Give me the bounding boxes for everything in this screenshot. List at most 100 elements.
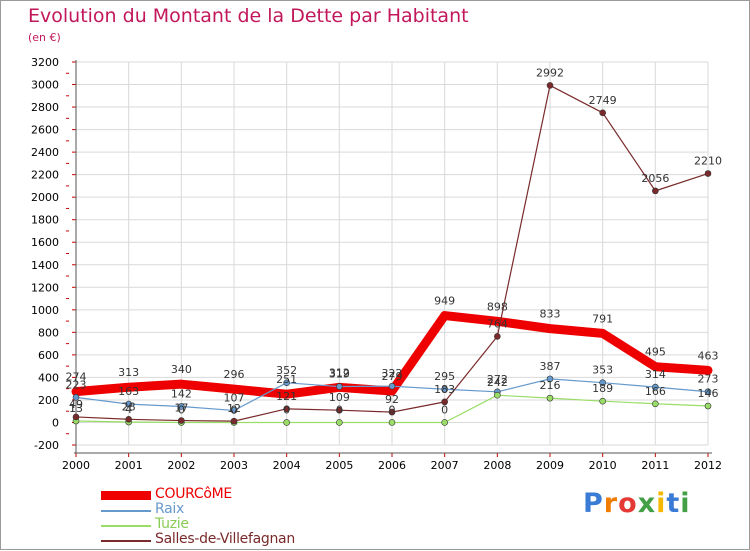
data-label-courcome: 279 [382, 370, 403, 383]
logo-letter: i [680, 488, 691, 519]
data-point-tuzie [441, 419, 448, 426]
data-label-courcome: 495 [645, 346, 666, 359]
data-label-raix: 273 [698, 373, 719, 386]
data-label-salles-de-villefagnan: 183 [434, 383, 455, 396]
y-tick-label: 2600 [31, 124, 59, 137]
x-tick-label: 2006 [378, 459, 406, 472]
data-label-courcome: 251 [276, 373, 297, 386]
y-tick-label: 1000 [31, 304, 59, 317]
data-point-salles-de-villefagnan [546, 82, 554, 89]
legend-swatch-salles-de-villefagnan [101, 540, 151, 542]
data-labels: 274 313 340 296 251 312 279 949 898 833 791 495 463 2… [66, 66, 723, 416]
data-label-salles-de-villefagnan: 92 [385, 393, 399, 406]
data-label-tuzie: 0 [389, 403, 396, 416]
data-label-raix: 107 [224, 391, 245, 404]
y-tick-label: 200 [38, 394, 59, 407]
data-label-tuzie: 13 [69, 402, 83, 415]
data-point-raix [388, 382, 396, 390]
data-point-raix [283, 379, 290, 387]
y-tick-label: 3200 [31, 56, 59, 69]
data-point-salles-de-villefagnan [336, 406, 343, 414]
data-label-raix: 142 [171, 387, 192, 400]
y-tick-label: 1200 [31, 281, 59, 294]
legend-swatch-raix [101, 510, 151, 512]
data-label-salles-de-villefagnan: 2210 [694, 155, 722, 168]
data-point-raix [546, 375, 554, 383]
x-tick-label: 2012 [694, 459, 722, 472]
logo-letter: t [666, 488, 681, 519]
axes: -200020040060080010001200140016001800200… [31, 56, 722, 472]
data-point-salles-de-villefagnan [125, 416, 132, 423]
data-label-salles-de-villefagnan: 2992 [536, 66, 564, 79]
series-group [71, 82, 713, 426]
data-label-raix: 353 [592, 364, 613, 377]
x-tick-label: 2008 [483, 459, 511, 472]
proxiti-logo: Proxiti [583, 488, 691, 519]
data-label-tuzie: 0 [178, 403, 185, 416]
data-label-courcome: 296 [224, 368, 245, 381]
data-point-tuzie [494, 391, 501, 399]
data-label-tuzie: 242 [487, 376, 508, 389]
x-tick-label: 2007 [431, 459, 459, 472]
data-point-salles-de-villefagnan [494, 333, 501, 340]
legend-swatch-courcome [101, 491, 151, 500]
data-label-raix: 223 [66, 378, 87, 391]
data-point-tuzie [704, 402, 712, 410]
y-tick-label: 800 [38, 326, 59, 339]
data-point-salles-de-villefagnan [72, 413, 80, 421]
data-point-salles-de-villefagnan [283, 405, 290, 413]
data-point-tuzie [546, 394, 554, 402]
logo-letter: i [656, 488, 667, 519]
x-tick-label: 2010 [589, 459, 617, 472]
data-point-salles-de-villefagnan [230, 417, 238, 425]
data-label-tuzie: 166 [645, 385, 666, 398]
data-point-raix [599, 379, 606, 387]
data-label-courcome: 949 [434, 295, 455, 308]
data-label-courcome: 312 [329, 366, 350, 379]
y-tick-label: 1800 [31, 214, 59, 227]
data-label-courcome: 833 [540, 308, 561, 321]
y-tick-label: 0 [52, 416, 59, 429]
y-tick-label: 3000 [31, 79, 59, 92]
data-point-salles-de-villefagnan [704, 170, 712, 177]
data-point-tuzie [652, 400, 659, 408]
logo-letter: r [603, 488, 619, 519]
data-label-tuzie: 0 [231, 403, 238, 416]
logo-letter: x [637, 488, 657, 519]
data-label-tuzie: 0 [336, 403, 343, 416]
y-tick-label: 2800 [31, 101, 59, 114]
data-point-raix [178, 403, 185, 410]
y-tick-label: 1600 [31, 236, 59, 249]
data-point-salles-de-villefagnan [652, 187, 659, 195]
y-tick-label: 2000 [31, 191, 59, 204]
legend-label-tuzie: Tuzie [155, 516, 189, 532]
data-label-raix: 314 [645, 368, 666, 381]
data-label-salles-de-villefagnan: 109 [329, 391, 350, 404]
x-tick-label: 2011 [641, 459, 669, 472]
data-label-tuzie: 216 [540, 379, 561, 392]
data-label-courcome: 463 [698, 349, 719, 362]
y-tick-label: 2200 [31, 169, 59, 182]
data-point-raix [72, 394, 80, 401]
y-tick-label: -200 [34, 439, 59, 452]
legend-label-raix: Raix [155, 501, 184, 517]
data-point-tuzie [388, 419, 396, 426]
x-tick-label: 2009 [536, 459, 564, 472]
x-tick-label: 2000 [62, 459, 90, 472]
data-label-salles-de-villefagnan: 28 [122, 400, 136, 413]
data-label-salles-de-villefagnan: 49 [69, 398, 83, 411]
legend-swatch-tuzie [101, 525, 151, 527]
data-label-raix: 272 [487, 373, 508, 386]
data-label-raix: 163 [118, 385, 139, 398]
x-tick-label: 2003 [220, 459, 248, 472]
data-label-tuzie: 189 [592, 382, 613, 395]
data-point-salles-de-villefagnan [388, 408, 396, 416]
data-point-raix [704, 388, 712, 396]
y-tick-label: 2400 [31, 146, 59, 159]
data-point-salles-de-villefagnan [441, 398, 448, 406]
y-tick-label: 1400 [31, 259, 59, 272]
chart-title: Evolution du Montant de la Dette par Hab… [28, 5, 469, 27]
data-label-raix: 322 [382, 367, 403, 380]
data-label-courcome: 898 [487, 300, 508, 313]
